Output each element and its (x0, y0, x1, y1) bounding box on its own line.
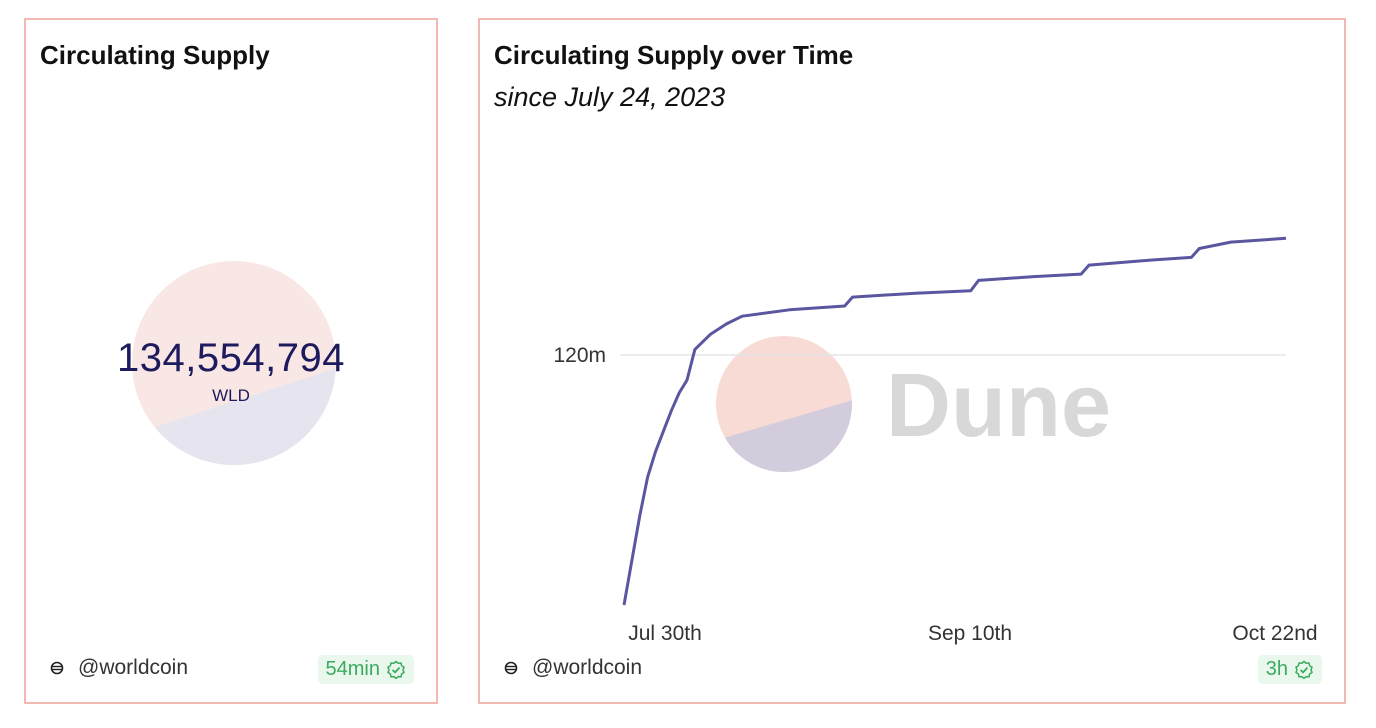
freshness-text: 3h (1265, 658, 1288, 680)
line-chart: Dune 120m Jul 30th Sep 10th Oct 22nd (553, 236, 1318, 645)
chart-subtitle: since July 24, 2023 (494, 82, 726, 112)
x-tick-label: Sep 10th (928, 622, 1012, 645)
chart-card: Circulating Supply over Time since July … (478, 18, 1346, 704)
series-line (622, 236, 1287, 606)
counter-value: 134,554,794 (117, 336, 345, 380)
globe-icon (50, 661, 64, 675)
dune-watermark: Dune (716, 336, 1111, 472)
counter-title: Circulating Supply (40, 40, 270, 70)
series-layer (622, 236, 1287, 606)
counter-display: 134,554,794 WLD (26, 260, 436, 466)
dune-logo-icon (716, 336, 852, 472)
author-name: @worldcoin (532, 656, 643, 679)
counter-unit: WLD (212, 386, 250, 405)
x-tick-label: Oct 22nd (1232, 622, 1317, 645)
counter-card: Circulating Supply 134,554,794 WLD @worl… (24, 18, 438, 704)
author-link[interactable]: @worldcoin (50, 656, 188, 680)
freshness-text: 54min (325, 658, 380, 680)
author-name: @worldcoin (78, 656, 189, 679)
check-badge-icon (1295, 660, 1313, 679)
freshness-badge[interactable]: 3h (1257, 655, 1322, 684)
dune-logo-icon (132, 261, 336, 465)
x-tick-label: Jul 30th (628, 622, 702, 645)
y-tick-label: 120m (553, 344, 606, 367)
watermark-text: Dune (886, 356, 1111, 456)
chart-title: Circulating Supply over Time (494, 40, 854, 70)
globe-icon (504, 661, 518, 675)
author-link[interactable]: @worldcoin (504, 656, 642, 680)
check-badge-icon (387, 660, 405, 679)
freshness-badge[interactable]: 54min (317, 655, 414, 684)
